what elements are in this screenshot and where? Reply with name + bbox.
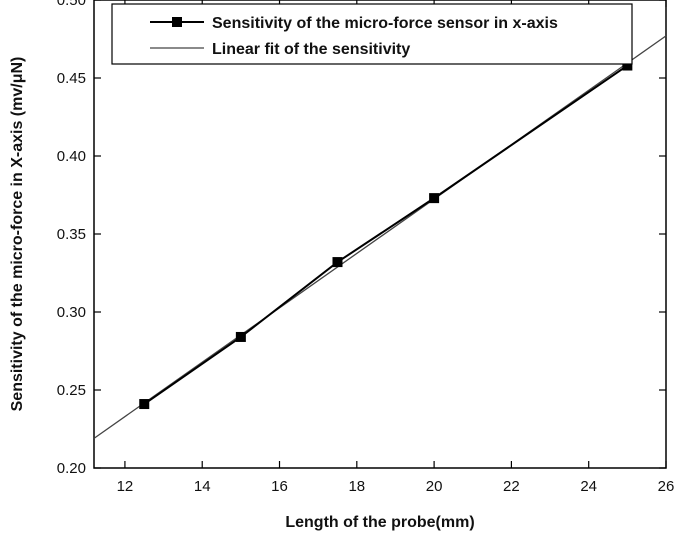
data-point — [332, 257, 343, 268]
data-point — [139, 399, 150, 410]
x-tick-label: 16 — [271, 478, 288, 495]
series-layer — [93, 35, 667, 439]
y-tick-label: 0.20 — [57, 460, 86, 477]
x-tick-label: 12 — [117, 478, 134, 495]
x-tick-label: 24 — [580, 478, 597, 495]
axes-layer: 12 14 16 18 20 22 24 26 0.20 0.25 0.30 0.35 0.40 0.45… — [57, 0, 675, 495]
legend-box — [111, 3, 633, 65]
y-tick-label: 0.40 — [57, 148, 86, 165]
series-line — [143, 64, 628, 405]
legend: Sensitivity of the micro-force sensor in… — [111, 3, 633, 65]
y-tick-label: 0.35 — [57, 226, 86, 243]
y-tick-label: 0.50 — [57, 0, 86, 9]
fit-line — [93, 35, 667, 439]
legend-marker-series-1 — [172, 17, 182, 27]
y-tick-label: 0.30 — [57, 304, 86, 321]
x-tick-label: 22 — [503, 478, 520, 495]
data-point — [622, 60, 633, 71]
data-point — [429, 193, 440, 204]
legend-label-series-1: Sensitivity of the micro-force sensor in… — [212, 15, 558, 32]
x-tick-label: 26 — [658, 478, 675, 495]
x-tick-label: 14 — [194, 478, 211, 495]
data-point — [235, 331, 246, 342]
y-tick-label: 0.45 — [57, 70, 86, 87]
x-tick-label: 18 — [348, 478, 365, 495]
x-axis-title: Length of the probe(mm) — [285, 514, 474, 531]
x-tick-label: 20 — [426, 478, 443, 495]
y-tick-label: 0.25 — [57, 382, 86, 399]
legend-label-series-2: Linear fit of the sensitivity — [212, 41, 410, 58]
y-axis-title: Sensitivity of the micro-force in X-axis… — [9, 57, 26, 412]
